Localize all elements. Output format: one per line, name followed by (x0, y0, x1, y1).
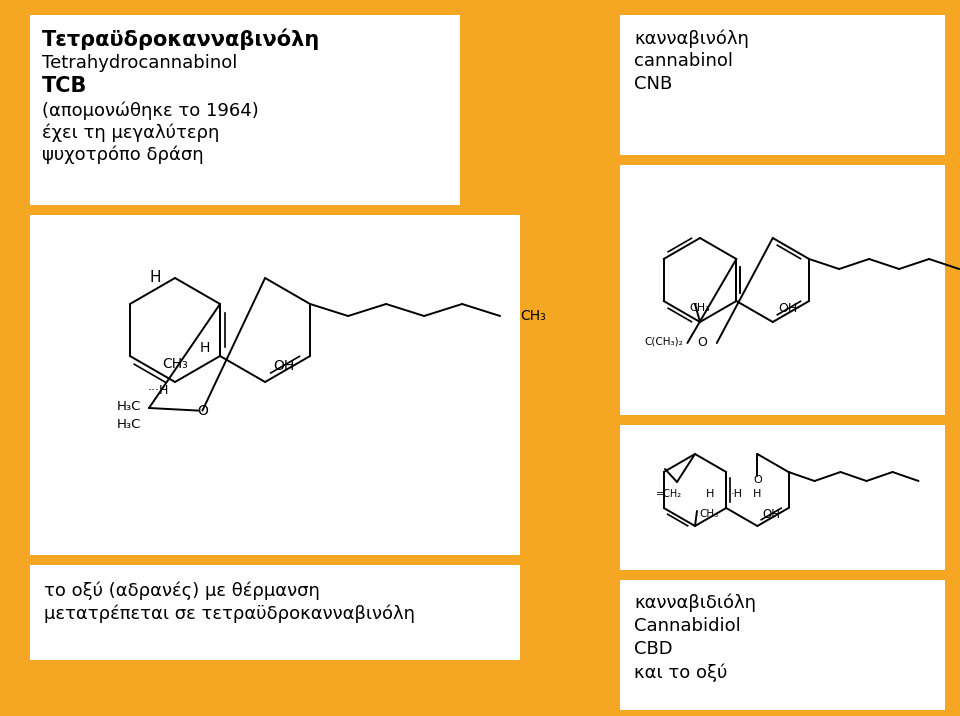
Text: H: H (706, 489, 714, 499)
Text: O: O (197, 404, 207, 417)
Text: κανναβιδιόλη: κανναβιδιόλη (634, 594, 756, 612)
Text: CH₃: CH₃ (520, 309, 546, 323)
Bar (30, 15, 460, 205)
Bar (620, 425, 945, 570)
Text: O: O (753, 475, 761, 485)
Text: (απομονώθηκε το 1964): (απομονώθηκε το 1964) (42, 102, 259, 120)
Bar (30, 565, 520, 660)
Text: TCB: TCB (42, 77, 87, 97)
Bar (620, 580, 945, 710)
Bar (620, 165, 945, 415)
Text: cannabinol: cannabinol (634, 52, 733, 70)
Text: H₃C: H₃C (116, 400, 141, 412)
Text: μετατρέπεται σε τετραϋδροκανναβινόλη: μετατρέπεται σε τετραϋδροκανναβινόλη (44, 604, 415, 623)
Text: ···H: ···H (148, 384, 169, 397)
Text: CNB: CNB (634, 75, 672, 93)
Text: CBD: CBD (634, 640, 673, 658)
Text: H: H (200, 341, 210, 355)
Text: H: H (150, 271, 161, 286)
Text: =CH₂: =CH₂ (656, 489, 682, 499)
Text: OH: OH (273, 359, 295, 373)
Text: ψυχοτρόπο δράση: ψυχοτρόπο δράση (42, 146, 204, 165)
Text: και το οξύ: και το οξύ (634, 664, 728, 682)
Text: έχει τη μεγαλύτερη: έχει τη μεγαλύτερη (42, 124, 220, 142)
Text: Tetrahydrocannabinol: Tetrahydrocannabinol (42, 54, 237, 72)
Text: CH₃: CH₃ (689, 303, 710, 313)
Bar (30, 215, 520, 555)
Text: Τετραϋδροκανναβινόλη: Τετραϋδροκανναβινόλη (42, 29, 321, 51)
Text: OH: OH (779, 301, 798, 314)
Text: το οξύ (αδρανές) με θέρμανση: το οξύ (αδρανές) με θέρμανση (44, 581, 320, 599)
Text: C(CH₃)₂: C(CH₃)₂ (645, 336, 684, 346)
Text: O: O (697, 337, 707, 349)
Text: H: H (754, 489, 761, 499)
Text: H₃C: H₃C (116, 417, 141, 430)
Text: κανναβινόλη: κανναβινόλη (634, 29, 749, 47)
Bar (620, 15, 945, 155)
Text: Cannabidiol: Cannabidiol (634, 617, 741, 635)
Text: CH₃: CH₃ (162, 357, 188, 371)
Text: CH₃: CH₃ (699, 509, 718, 519)
Text: OH: OH (762, 508, 780, 521)
Text: ·H: ·H (731, 489, 742, 499)
